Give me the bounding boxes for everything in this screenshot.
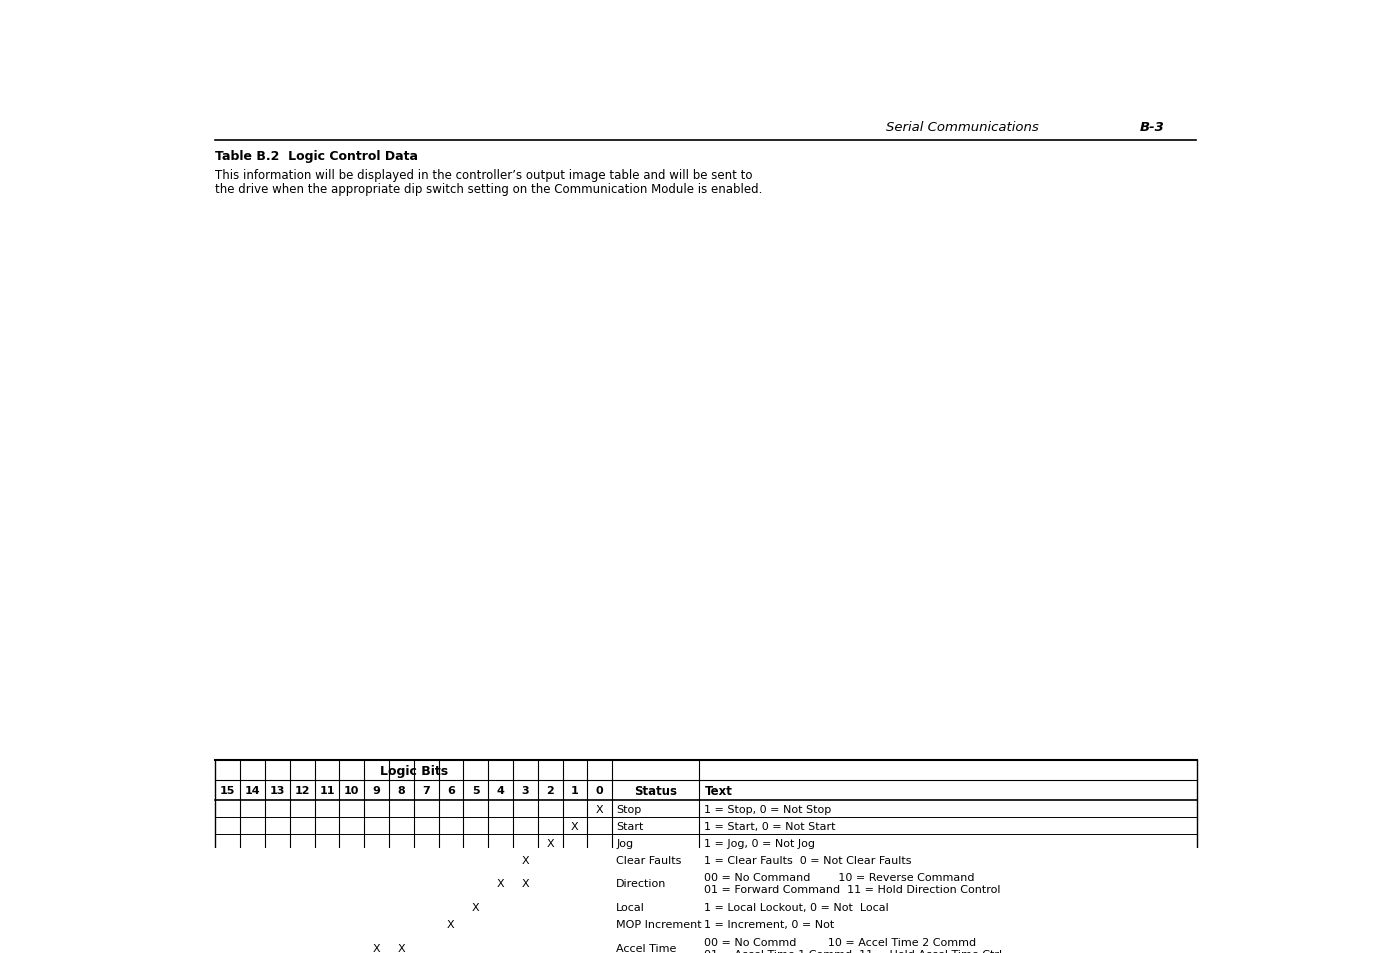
Text: 7: 7 xyxy=(423,785,430,796)
Text: Clear Faults: Clear Faults xyxy=(616,855,681,864)
Text: 11: 11 xyxy=(319,785,334,796)
Text: X: X xyxy=(546,838,554,848)
Text: 2: 2 xyxy=(546,785,554,796)
Text: Text: Text xyxy=(705,784,732,797)
Text: 1 = Local Lockout, 0 = Not  Local: 1 = Local Lockout, 0 = Not Local xyxy=(705,902,889,912)
Text: 01 = Accel Time 1 Commd  11 = Hold Accel Time Ctrl: 01 = Accel Time 1 Commd 11 = Hold Accel … xyxy=(705,948,1002,953)
Text: Start: Start xyxy=(616,821,644,831)
Text: 9: 9 xyxy=(373,785,380,796)
Text: X: X xyxy=(398,943,405,953)
Text: 10: 10 xyxy=(344,785,359,796)
Text: X: X xyxy=(521,879,529,888)
Text: This information will be displayed in the controller’s output image table and wi: This information will be displayed in th… xyxy=(216,169,753,182)
Text: 0: 0 xyxy=(596,785,604,796)
Text: 1 = Stop, 0 = Not Stop: 1 = Stop, 0 = Not Stop xyxy=(705,804,832,814)
Text: X: X xyxy=(373,943,380,953)
Text: Table B.2  Logic Control Data: Table B.2 Logic Control Data xyxy=(216,150,419,162)
Text: 14: 14 xyxy=(245,785,260,796)
Text: the drive when the appropriate dip switch setting on the Communication Module is: the drive when the appropriate dip switc… xyxy=(216,182,763,195)
Text: Status: Status xyxy=(634,784,677,797)
Text: 1: 1 xyxy=(571,785,579,796)
Text: 01 = Forward Command  11 = Hold Direction Control: 01 = Forward Command 11 = Hold Direction… xyxy=(705,884,1001,894)
Text: 6: 6 xyxy=(446,785,455,796)
Text: Accel Time: Accel Time xyxy=(616,943,676,953)
Text: Stop: Stop xyxy=(616,804,641,814)
Text: 1 = Clear Faults  0 = Not Clear Faults: 1 = Clear Faults 0 = Not Clear Faults xyxy=(705,855,912,864)
Text: 1 = Start, 0 = Not Start: 1 = Start, 0 = Not Start xyxy=(705,821,836,831)
Text: MOP Increment: MOP Increment xyxy=(616,920,702,929)
Text: Jog: Jog xyxy=(616,838,633,848)
Text: B-3: B-3 xyxy=(1140,121,1165,134)
Text: 1 = Increment, 0 = Not: 1 = Increment, 0 = Not xyxy=(705,920,835,929)
Text: X: X xyxy=(473,902,480,912)
Text: X: X xyxy=(521,855,529,864)
Text: 5: 5 xyxy=(473,785,480,796)
Text: X: X xyxy=(571,821,579,831)
Text: 1 = Jog, 0 = Not Jog: 1 = Jog, 0 = Not Jog xyxy=(705,838,815,848)
Text: 13: 13 xyxy=(269,785,285,796)
Text: X: X xyxy=(596,804,604,814)
Text: Serial Communications: Serial Communications xyxy=(886,121,1038,134)
Text: X: X xyxy=(448,920,455,929)
Text: 4: 4 xyxy=(496,785,504,796)
Text: 00 = No Command        10 = Reverse Command: 00 = No Command 10 = Reverse Command xyxy=(705,872,974,882)
Text: Direction: Direction xyxy=(616,879,666,888)
Text: Local: Local xyxy=(616,902,645,912)
Text: 12: 12 xyxy=(294,785,310,796)
Text: 00 = No Commd         10 = Accel Time 2 Commd: 00 = No Commd 10 = Accel Time 2 Commd xyxy=(705,937,977,947)
Text: X: X xyxy=(496,879,504,888)
Text: 15: 15 xyxy=(220,785,235,796)
Text: Logic Bits: Logic Bits xyxy=(380,764,448,777)
Text: 3: 3 xyxy=(521,785,529,796)
Text: 8: 8 xyxy=(398,785,405,796)
